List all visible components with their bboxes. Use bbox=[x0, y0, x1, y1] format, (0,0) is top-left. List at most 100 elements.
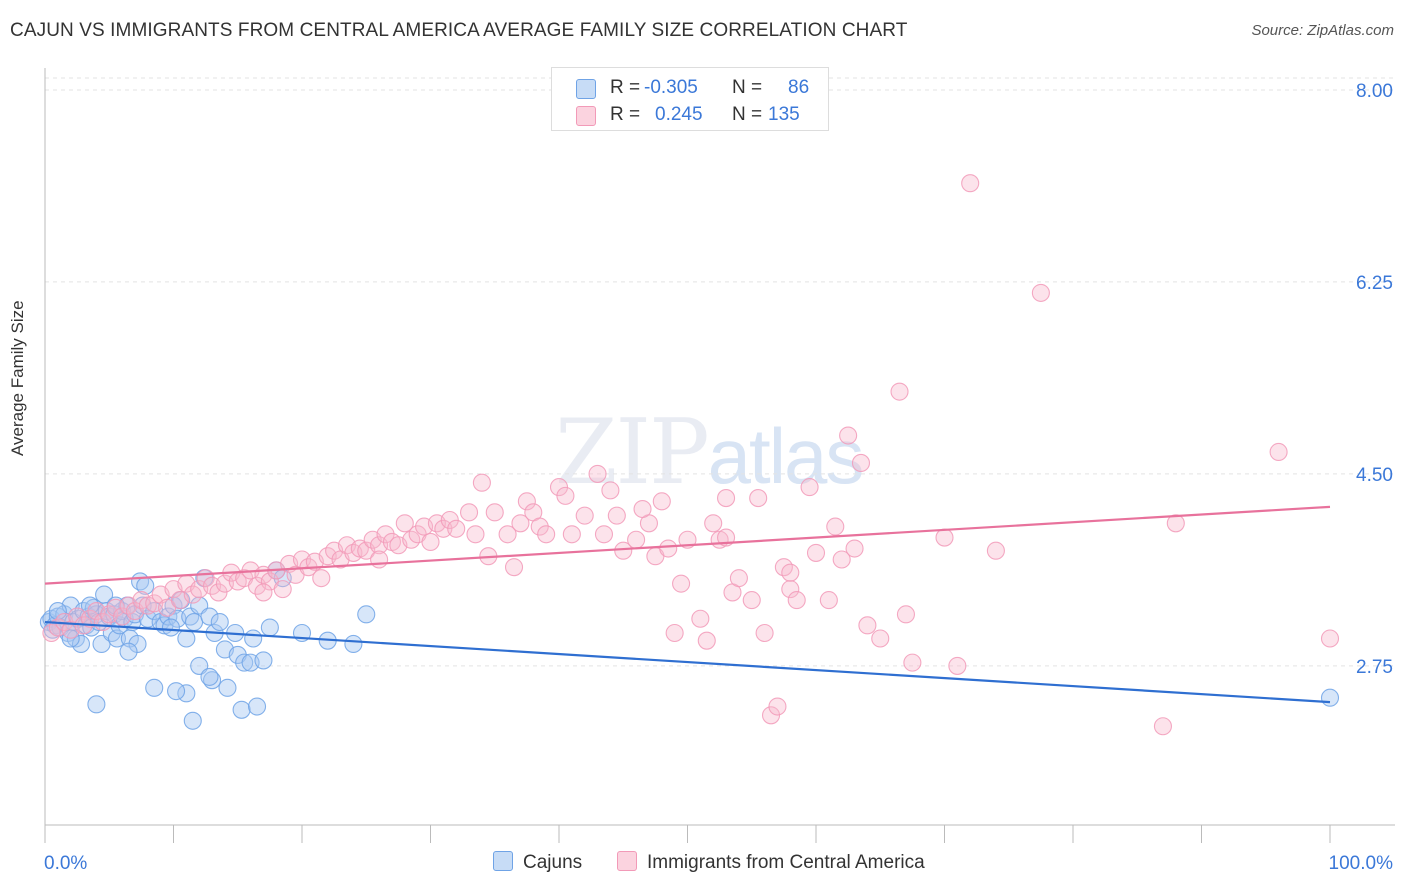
immigrants-point bbox=[768, 697, 787, 716]
immigrants-point bbox=[594, 525, 614, 544]
y-axis-label: Average Family Size bbox=[8, 300, 27, 456]
axes bbox=[44, 68, 1395, 843]
cajuns-point bbox=[87, 695, 106, 714]
bottom-legend-label-immigrants: Immigrants from Central America bbox=[647, 852, 925, 873]
bottom-legend-cajuns: Cajuns bbox=[493, 851, 582, 874]
immigrants-point bbox=[832, 550, 851, 569]
immigrants-point bbox=[627, 530, 646, 549]
tick-labels: 2.75 4.50 6.25 8.00 0.0% 100.0% bbox=[44, 81, 1393, 874]
cajuns-point bbox=[235, 653, 254, 672]
immigrants-point bbox=[903, 653, 922, 672]
legend-r-label: R = bbox=[610, 77, 641, 98]
immigrants-point bbox=[851, 453, 871, 473]
source-label: Source: ZipAtlas.com bbox=[1251, 22, 1394, 39]
immigrants-point bbox=[729, 569, 748, 588]
cajuns-point bbox=[357, 605, 376, 624]
watermark-atlas: atlas bbox=[707, 412, 865, 500]
legend-swatch-immigrants bbox=[576, 106, 596, 126]
immigrants-point bbox=[376, 525, 395, 544]
watermark: ZIPatlas bbox=[555, 400, 865, 505]
legend-n-label: N = bbox=[732, 77, 763, 98]
immigrants-point bbox=[511, 514, 530, 533]
immigrants-point bbox=[697, 631, 716, 650]
y-tick-label: 4.50 bbox=[1356, 465, 1393, 486]
watermark-zip: ZIP bbox=[555, 400, 710, 505]
cajuns-trend-line bbox=[44, 620, 1331, 704]
immigrants-point bbox=[672, 574, 691, 593]
cajuns-point bbox=[183, 711, 202, 730]
immigrants-point bbox=[614, 541, 633, 560]
cajuns-point bbox=[344, 634, 363, 654]
immigrants-point bbox=[935, 528, 954, 547]
immigrants-point bbox=[691, 609, 710, 628]
cajuns-point bbox=[203, 671, 222, 690]
cajuns-point bbox=[254, 651, 273, 670]
immigrants-point bbox=[1031, 283, 1050, 302]
immigrants-point bbox=[254, 583, 273, 602]
bottom-legend-swatch-immigrants bbox=[617, 851, 637, 871]
cajuns-point bbox=[200, 667, 219, 686]
immigrants-point bbox=[312, 569, 331, 588]
immigrants-point bbox=[749, 489, 768, 508]
legend-n-label: N = bbox=[732, 104, 763, 125]
legend-r-value: -0.305 bbox=[644, 77, 698, 98]
immigrants-point bbox=[716, 489, 736, 508]
cajuns-point bbox=[247, 697, 267, 716]
immigrants-point bbox=[826, 517, 845, 536]
legend-swatch-cajuns bbox=[576, 79, 596, 99]
immigrants-point bbox=[704, 514, 723, 533]
cajuns-point bbox=[107, 629, 127, 648]
immigrants-point bbox=[517, 492, 536, 511]
immigrants-point bbox=[530, 517, 549, 536]
immigrants-point bbox=[742, 591, 761, 610]
immigrants-point bbox=[1166, 514, 1185, 533]
cajuns-point bbox=[167, 682, 186, 701]
immigrants-point bbox=[781, 563, 800, 582]
cajuns-point bbox=[232, 700, 251, 719]
immigrants-point bbox=[421, 532, 440, 551]
bottom-legend-immigrants: Immigrants from Central America bbox=[617, 851, 925, 874]
x-tick-label: 0.0% bbox=[44, 853, 87, 874]
immigrants-point bbox=[504, 558, 524, 577]
legend-r-value: 0.245 bbox=[655, 104, 703, 125]
cajuns-point bbox=[177, 629, 196, 648]
y-tick-label: 6.25 bbox=[1356, 273, 1393, 294]
immigrants-point bbox=[652, 492, 671, 511]
trend-lines bbox=[44, 505, 1331, 704]
cajuns-point bbox=[218, 678, 237, 697]
cajuns-point bbox=[71, 634, 91, 654]
immigrants-point bbox=[601, 481, 620, 500]
cajuns-point bbox=[244, 629, 263, 648]
immigrants-point bbox=[896, 605, 916, 624]
immigrants-point bbox=[890, 382, 909, 401]
cajuns-point bbox=[145, 678, 164, 697]
immigrants-point bbox=[800, 478, 819, 497]
immigrants-point bbox=[472, 473, 491, 492]
immigrants-point bbox=[1153, 717, 1172, 736]
immigrants-point bbox=[562, 525, 581, 544]
immigrants-point bbox=[986, 541, 1005, 560]
y-tick-label: 2.75 bbox=[1356, 657, 1393, 678]
legend-r-label: R = bbox=[610, 104, 641, 125]
immigrants-point bbox=[659, 539, 678, 558]
immigrants-point bbox=[948, 656, 967, 675]
immigrants-point bbox=[806, 543, 826, 562]
immigrants-point bbox=[1269, 442, 1288, 462]
y-tick-label: 8.00 bbox=[1356, 81, 1393, 102]
immigrants-point bbox=[607, 506, 626, 525]
immigrants-point bbox=[633, 499, 652, 519]
immigrants-point bbox=[755, 623, 774, 643]
immigrants-point bbox=[575, 506, 594, 525]
immigrants-point bbox=[845, 539, 864, 558]
cajuns-point bbox=[1320, 688, 1340, 707]
immigrants-point bbox=[466, 525, 485, 544]
correlation-legend: R = -0.305 N = 86 R = 0.245 N = 135 bbox=[551, 67, 829, 131]
immigrants-point bbox=[485, 503, 504, 522]
immigrants-point bbox=[871, 629, 890, 648]
x-tick-label: 100.0% bbox=[1329, 853, 1394, 874]
immigrants-point bbox=[537, 525, 556, 544]
immigrants-point bbox=[961, 174, 980, 193]
immigrants-point bbox=[588, 464, 607, 483]
immigrants-point bbox=[459, 503, 479, 522]
